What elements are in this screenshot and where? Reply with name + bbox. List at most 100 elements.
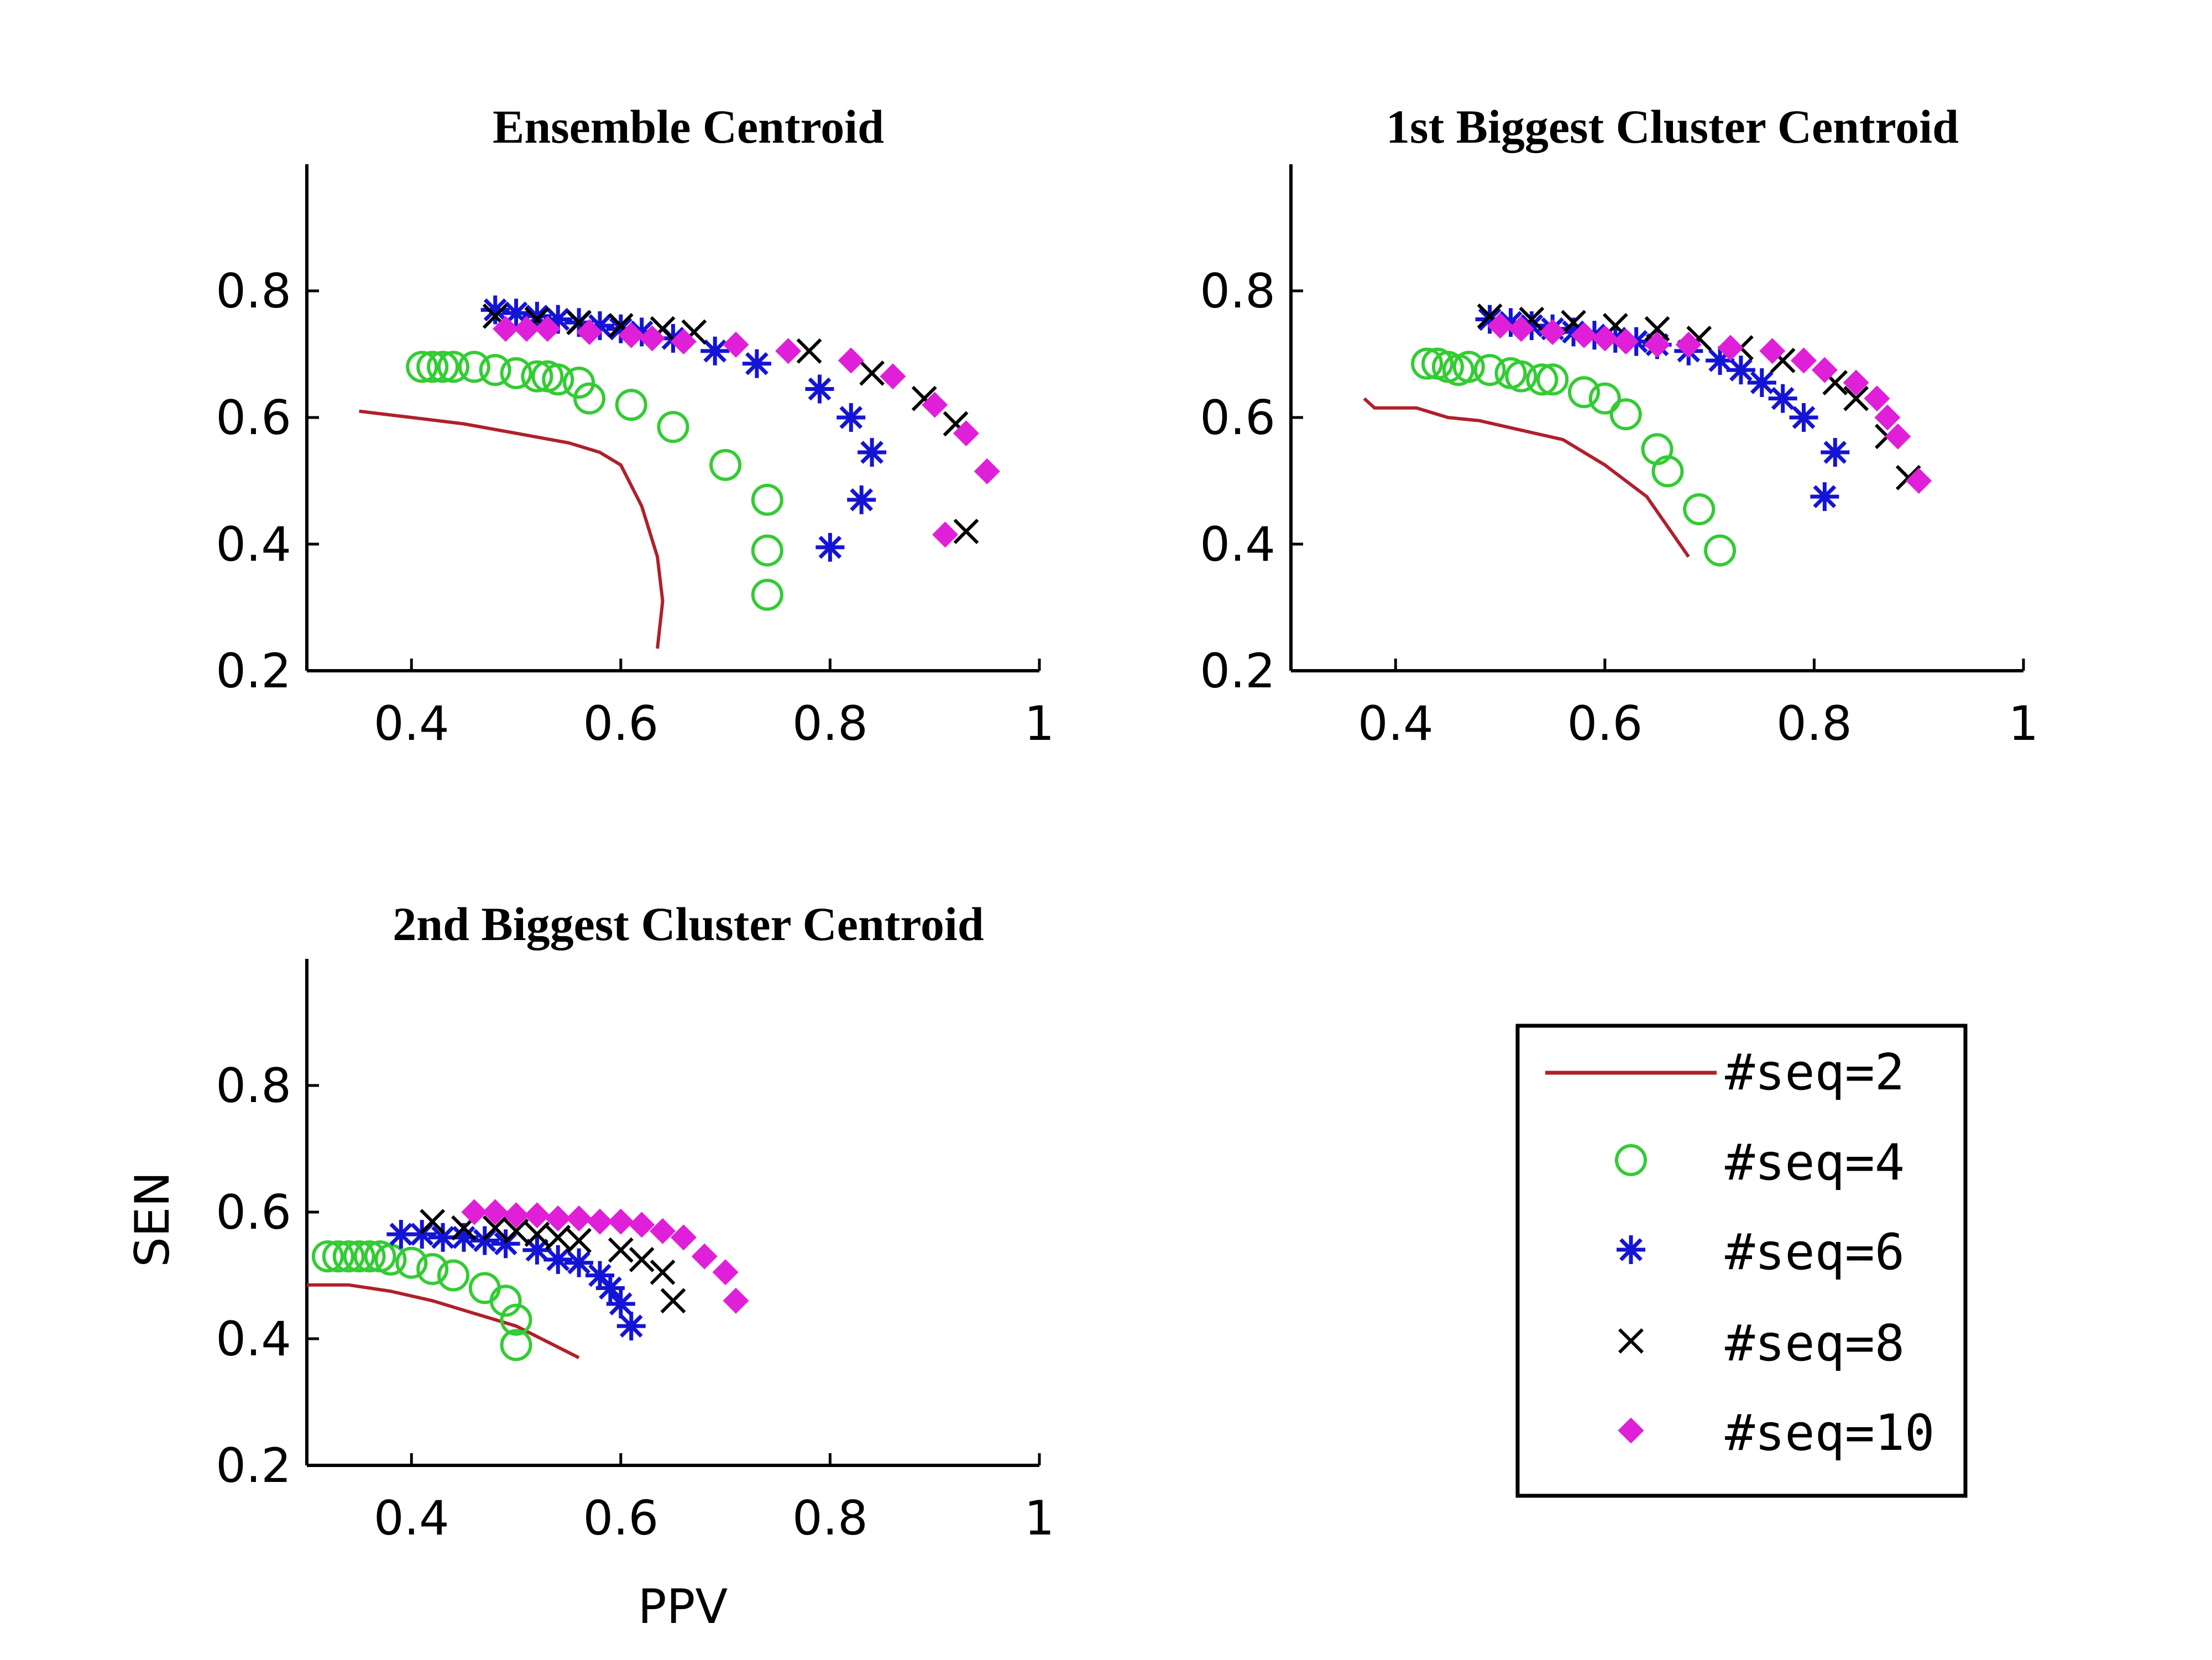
data-point [751,483,783,516]
data-point [1473,354,1506,387]
series-seq10 [1487,312,1932,494]
data-point [657,411,689,443]
y-tick-label: 0.2 [216,1438,291,1494]
data-point [953,519,979,545]
plot-area [359,295,1000,649]
data-point [587,1208,613,1235]
series-line [307,1283,580,1359]
data-point [700,336,730,366]
data-point [1726,356,1755,385]
data-point [524,1221,550,1247]
data-point [489,1285,522,1317]
data-point [576,319,603,345]
x-tick-label: 0.4 [374,696,449,751]
data-point [566,1228,592,1254]
legend-entry-seq2: #seq=2 [1545,1043,1905,1102]
series-line [359,409,665,649]
data-point [847,485,876,514]
data-point [1411,347,1444,380]
data-point [513,316,540,342]
x-tick-label: 0.4 [374,1491,449,1546]
data-point [1768,384,1797,413]
y-tick-label: 0.8 [1200,264,1275,319]
data-point [1843,385,1869,411]
data-point [629,1212,655,1238]
data-point [449,1223,478,1252]
data-point [859,360,885,386]
axes: 0.4 0.6 0.8 1 0.2 0.4 0.6 0.8 [216,959,1054,1546]
y-tick-label: 0.8 [216,1058,291,1114]
data-point [1487,312,1514,339]
x-tick-label: 0.6 [1567,696,1643,751]
data-point [420,1209,446,1235]
data-point [742,349,771,378]
data-point [1526,363,1559,396]
x-tick-label: 0.8 [792,696,868,751]
data-point [428,1223,458,1252]
panel-2nd-biggest-cluster-centroid: 2nd Biggest Cluster Centroid 0.4 0.6 0.8 10… [125,897,1054,1635]
legend-swatch [1617,1235,1645,1264]
data-point [815,533,845,562]
data-point [1906,467,1932,494]
chart-title: Ensemble Centroid [493,100,884,153]
data-point [522,301,552,331]
y-tick-label: 0.2 [216,644,291,699]
data-point [670,328,697,355]
data-point [1759,338,1786,364]
y-axis-label: SEN [125,1171,180,1267]
data-point [563,367,595,399]
data-point [1496,308,1525,337]
data-point [1675,331,1702,358]
data-point [608,1237,634,1263]
series-seq10 [461,1199,749,1314]
data-point [322,1240,354,1273]
data-point [501,299,531,328]
data-point [836,403,866,432]
data-point [751,578,783,611]
x-tick-label: 1 [1024,1491,1055,1546]
x-axis-label: PPV [638,1579,728,1635]
data-point [595,1273,625,1303]
legend-label: #seq=2 [1725,1043,1905,1102]
data-point [723,1287,749,1314]
y-tick-label: 0.4 [1200,517,1275,572]
data-point [491,1229,520,1259]
legend-swatch [1618,1417,1644,1444]
data-point [1706,346,1735,375]
data-point [480,295,510,325]
data-point [660,1288,686,1314]
data-point [1644,331,1671,358]
data-point [606,314,635,343]
data-point [332,1240,365,1273]
data-point [543,305,573,334]
data-point [1609,398,1642,431]
data-point [374,1243,407,1276]
y-tick-label: 0.8 [216,264,291,319]
data-point [691,1243,718,1270]
data-point [1885,423,1911,450]
data-point [482,1215,508,1241]
panel-ensemble-centroid: Ensemble Centroid 0.4 0.6 0.8 1 0.2 0.4 0.6 0.8 [216,100,1054,751]
data-point [1592,325,1618,352]
x-tick-label: 0.6 [583,696,658,751]
data-point [639,325,666,352]
data-point [1508,316,1534,342]
data-point [1613,328,1639,355]
data-point [1864,385,1890,412]
data-point [709,448,742,481]
x-tick-label: 1 [2009,696,2039,751]
data-point [650,1259,676,1285]
data-point [1644,316,1670,342]
data-point [723,331,749,358]
data-point [545,1224,571,1250]
data-point [1843,369,1869,396]
data-point [1704,534,1737,567]
data-point [461,1199,488,1225]
x-tick-label: 1 [1024,696,1055,751]
x-tick-label: 0.6 [583,1491,658,1546]
data-point [566,1205,592,1231]
legend-entry-seq8: #seq=8 [1618,1314,1905,1372]
data-point [1475,305,1504,334]
legend-entry-seq4: #seq=4 [1615,1134,1905,1192]
data-point [618,322,645,348]
